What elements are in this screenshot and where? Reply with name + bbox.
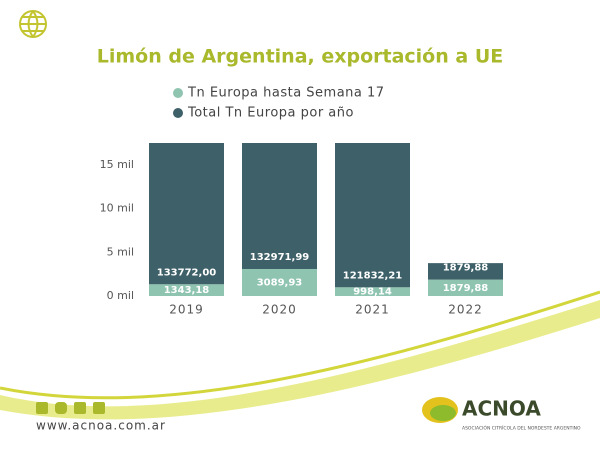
y-tick-label: 15 mil [100, 158, 134, 171]
x-tick-label: 2020 [262, 303, 297, 317]
bar-segment [335, 143, 410, 288]
legend-label: Tn Europa hasta Semana 17 [187, 86, 385, 101]
value-label: 998,14 [353, 287, 392, 298]
value-label: 133772,00 [157, 267, 217, 278]
value-label: 3089,93 [257, 277, 303, 288]
bar-segment [149, 143, 224, 285]
legend-swatch [173, 88, 183, 98]
bar-segment [428, 263, 503, 280]
brand: ACNOA [462, 397, 541, 421]
value-label: 1879,88 [443, 283, 489, 294]
website: www.acnoa.com.ar [36, 419, 166, 433]
bar-segment [149, 284, 224, 296]
bar-segment [335, 287, 410, 296]
x-tick-label: 2021 [355, 303, 390, 317]
value-label: 1879,88 [443, 263, 489, 274]
bar-segment [428, 279, 503, 296]
social-icons [36, 402, 105, 414]
y-tick-label: 0 mil [107, 289, 134, 302]
value-label: 132971,99 [250, 252, 310, 263]
bar-segment [242, 268, 317, 296]
chart-title: Limón de Argentina, exportación a UE [97, 46, 503, 68]
x-tick-label: 2022 [448, 303, 483, 317]
x-tick-label: 2019 [169, 303, 204, 317]
swoosh-line [0, 290, 600, 400]
value-label: 121832,21 [343, 270, 403, 281]
bar-segment [242, 143, 317, 269]
legend-swatch [173, 108, 183, 118]
acnoa-logo [422, 397, 458, 423]
legend-label: Total Tn Europa por año [187, 106, 354, 121]
y-tick-label: 5 mil [107, 245, 134, 258]
value-label: 1343,18 [164, 285, 210, 296]
brand-subtitle: ASOCIACIÓN CITRÍCOLA DEL NORDESTE ARGENT… [462, 425, 581, 432]
logo-globe [19, 10, 47, 38]
y-tick-label: 10 mil [100, 202, 134, 215]
